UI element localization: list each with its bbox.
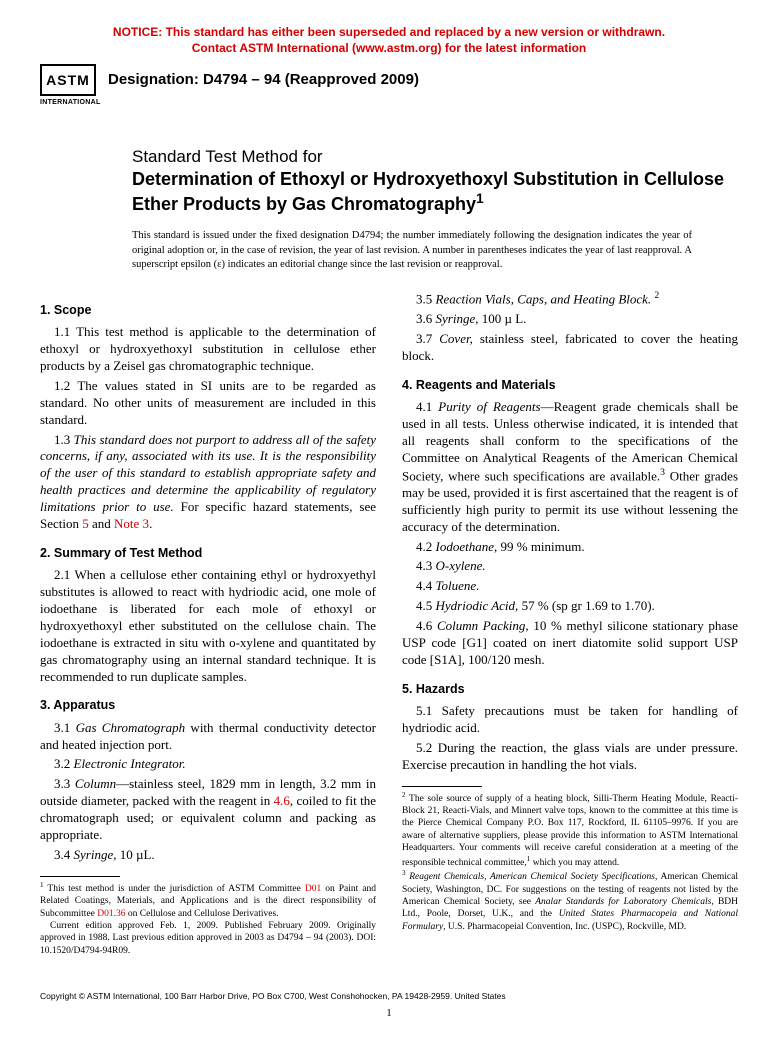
heading-reagents: 4. Reagents and Materials: [402, 377, 738, 393]
p32-num: 3.2: [54, 756, 74, 771]
footnote-2: 2 The sole source of supply of a heating…: [402, 791, 738, 869]
p35-num: 3.5: [416, 291, 436, 306]
p13-g: .: [149, 516, 152, 531]
p35-fnref: 2: [654, 290, 659, 301]
p31-term: Gas Chromatograph: [76, 720, 186, 735]
p43-term: O-xylene.: [436, 558, 486, 573]
para-4-3: 4.3 O-xylene.: [402, 558, 738, 575]
footnote-rule-left: [40, 876, 120, 877]
para-3-4: 3.4 Syringe, 10 µL.: [40, 847, 376, 864]
heading-summary: 2. Summary of Test Method: [40, 545, 376, 561]
p33-num: 3.3: [54, 776, 75, 791]
fn3-d: Analar Standards for Laboratory Chemical…: [535, 897, 711, 907]
notice-banner: NOTICE: This standard has either been su…: [40, 24, 738, 56]
p34-term: Syringe,: [74, 847, 117, 862]
fn1-f: on Cellulose and Cellulose Derivatives.: [126, 909, 279, 919]
para-3-1: 3.1 Gas Chromatograph with thermal condu…: [40, 720, 376, 754]
fn2-d: which you may attend.: [530, 858, 619, 868]
fn1-b: This test method is under the jurisdicti…: [44, 884, 305, 894]
para-3-3: 3.3 Column—stainless steel, 1829 mm in l…: [40, 776, 376, 844]
p33-link: 4.6: [274, 793, 290, 808]
p37-num: 3.7: [416, 331, 439, 346]
para-4-6: 4.6 Column Packing, 10 % methyl silicone…: [402, 618, 738, 669]
fn3-b: Reagent Chemicals, American Chemical Soc…: [409, 872, 655, 882]
p45-rest: 57 % (sp gr 1.69 to 1.70).: [518, 598, 655, 613]
para-1-3: 1.3 This standard does not purport to ad…: [40, 432, 376, 533]
p44-term: Toluene.: [436, 578, 480, 593]
issuance-note: This standard is issued under the fixed …: [132, 229, 692, 272]
fn1-link1: D01: [305, 884, 321, 894]
designation: Designation: D4794 – 94 (Reapproved 2009…: [108, 64, 419, 90]
p33-term: Column: [75, 776, 116, 791]
p45-term: Hydriodic Acid,: [436, 598, 519, 613]
fn1-link2: D01.36: [97, 909, 125, 919]
p45-num: 4.5: [416, 598, 436, 613]
fn3-g: , U.S. Pharmacopeial Convention, Inc. (U…: [443, 922, 686, 932]
heading-hazards: 5. Hazards: [402, 681, 738, 697]
footnote-1: 1 This test method is under the jurisdic…: [40, 881, 376, 920]
p35-term: Reaction Vials, Caps, and Heating Block.: [436, 291, 652, 306]
footnote-1-cont: Current edition approved Feb. 1, 2009. P…: [40, 920, 376, 957]
astm-logo: ASTM INTERNATIONAL: [40, 64, 96, 116]
p46-num: 4.6: [416, 618, 437, 633]
footnote-rule-right: [402, 786, 482, 787]
notice-line2: Contact ASTM International (www.astm.org…: [192, 41, 586, 55]
logo-text: ASTM: [40, 64, 96, 96]
p36-num: 3.6: [416, 311, 436, 326]
para-1-1: 1.1 This test method is applicable to th…: [40, 324, 376, 375]
p41-num: 4.1: [416, 399, 438, 414]
para-4-2: 4.2 Iodoethane, 99 % minimum.: [402, 539, 738, 556]
p34-rest: 10 µL.: [116, 847, 154, 862]
p34-num: 3.4: [54, 847, 74, 862]
p43-num: 4.3: [416, 558, 436, 573]
header: ASTM INTERNATIONAL Designation: D4794 – …: [40, 64, 738, 116]
p46-term: Column Packing,: [437, 618, 529, 633]
title-block: Standard Test Method for Determination o…: [132, 146, 738, 215]
para-5-1: 5.1 Safety precautions must be taken for…: [402, 703, 738, 737]
p41-term: Purity of Reagents: [438, 399, 540, 414]
p13-e: and: [89, 516, 114, 531]
body-columns: 1. Scope 1.1 This test method is applica…: [40, 290, 738, 957]
para-4-4: 4.4 Toluene.: [402, 578, 738, 595]
p37-term: Cover,: [439, 331, 473, 346]
notice-line1: NOTICE: This standard has either been su…: [113, 25, 665, 39]
title-main: Determination of Ethoxyl or Hydroxyethox…: [132, 168, 738, 215]
p36-rest: 100 µ L.: [478, 311, 526, 326]
heading-apparatus: 3. Apparatus: [40, 697, 376, 713]
page-number: 1: [40, 1006, 738, 1020]
para-3-2: 3.2 Electronic Integrator.: [40, 756, 376, 773]
fn2-b: The sole source of supply of a heating b…: [402, 794, 738, 868]
fn3-mark: 3: [402, 869, 406, 877]
p13-num: 1.3: [54, 432, 74, 447]
copyright: Copyright © ASTM International, 100 Barr…: [40, 991, 738, 1002]
title-prefix: Standard Test Method for: [132, 146, 738, 168]
p32-term: Electronic Integrator.: [74, 756, 186, 771]
para-3-6: 3.6 Syringe, 100 µ L.: [402, 311, 738, 328]
para-4-5: 4.5 Hydriodic Acid, 57 % (sp gr 1.69 to …: [402, 598, 738, 615]
p42-term: Iodoethane,: [436, 539, 498, 554]
title-text: Determination of Ethoxyl or Hydroxyethox…: [132, 169, 724, 214]
logo-subtext: INTERNATIONAL: [40, 98, 96, 107]
p31-num: 3.1: [54, 720, 76, 735]
para-3-7: 3.7 Cover, stainless steel, fabricated t…: [402, 331, 738, 365]
para-4-1: 4.1 Purity of Reagents—Reagent grade che…: [402, 399, 738, 535]
para-2-1: 2.1 When a cellulose ether containing et…: [40, 567, 376, 685]
footnote-3: 3 Reagent Chemicals, American Chemical S…: [402, 869, 738, 933]
p36-term: Syringe,: [436, 311, 479, 326]
heading-scope: 1. Scope: [40, 302, 376, 318]
para-1-2: 1.2 The values stated in SI units are to…: [40, 378, 376, 429]
para-5-2: 5.2 During the reaction, the glass vials…: [402, 740, 738, 774]
p44-num: 4.4: [416, 578, 436, 593]
page: NOTICE: This standard has either been su…: [0, 0, 778, 1041]
p13-link-note: Note 3: [114, 516, 149, 531]
title-footnote-ref: 1: [476, 191, 484, 206]
p42-num: 4.2: [416, 539, 436, 554]
p42-rest: 99 % minimum.: [497, 539, 584, 554]
footnote-block-right: 2 The sole source of supply of a heating…: [402, 786, 738, 933]
footnote-block-left: 1 This test method is under the jurisdic…: [40, 876, 376, 957]
para-3-5: 3.5 Reaction Vials, Caps, and Heating Bl…: [402, 290, 738, 308]
